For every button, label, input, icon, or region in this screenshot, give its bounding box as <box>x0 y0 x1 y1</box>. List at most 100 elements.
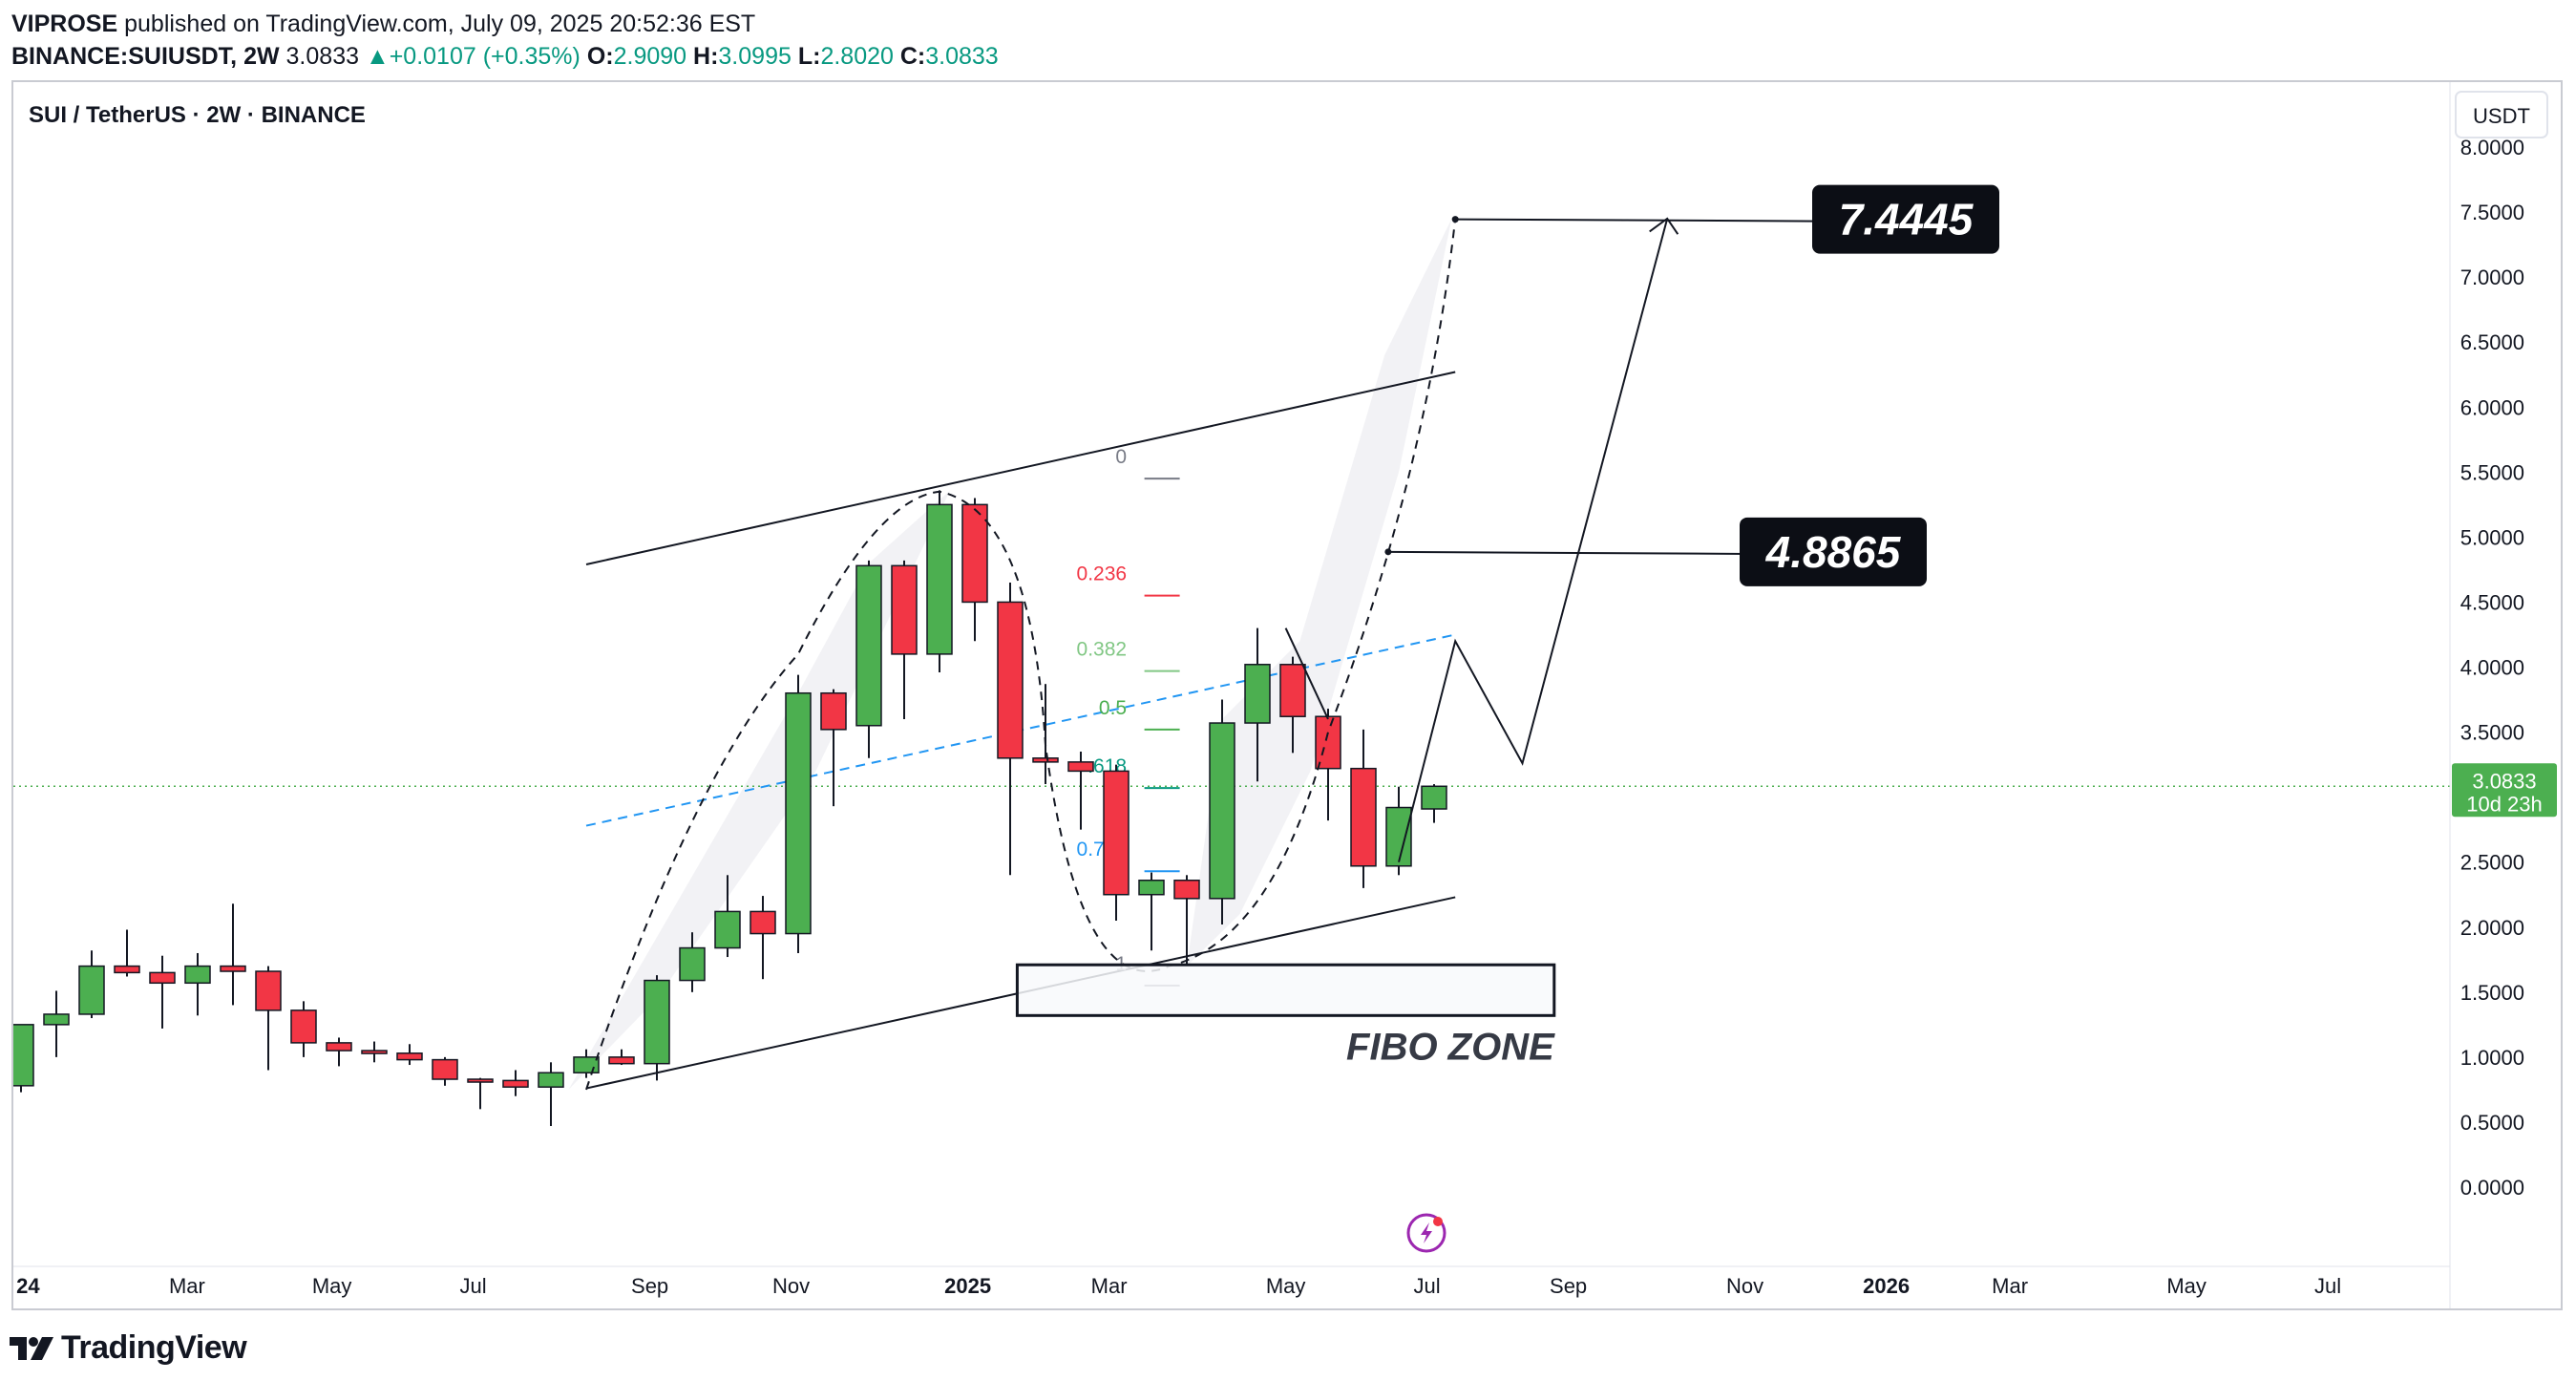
target-label: 7.4445 <box>1812 184 1999 254</box>
candle <box>184 952 211 1016</box>
candle <box>432 1056 458 1086</box>
target-label-text: 7.4445 <box>1839 195 1974 244</box>
candle <box>820 689 847 807</box>
currency-button[interactable]: USDT <box>2455 91 2548 138</box>
candle-body <box>1279 664 1306 717</box>
published-text: published on TradingView.com, July 09, 2… <box>124 11 756 37</box>
candle-body <box>820 691 847 731</box>
candle-body <box>961 503 988 604</box>
time-axis[interactable]: 24 Mar May Jul Sep Nov 2025 Mar May Jul Sep Nov 2026… <box>13 1265 2450 1298</box>
fib-level-label: 0.236 <box>1077 563 1128 585</box>
time-tick-label: Mar <box>169 1274 205 1298</box>
fib-level-label: 0 <box>1115 446 1127 468</box>
candle <box>13 1024 34 1093</box>
candle-body <box>573 1056 600 1073</box>
change-value: +0.0107 (+0.35%) <box>389 43 581 70</box>
candle <box>714 875 741 958</box>
candle <box>644 975 670 1081</box>
candle-body <box>184 965 211 985</box>
time-tick-label: May <box>312 1274 352 1298</box>
target-label-text: 4.8865 <box>1765 527 1902 577</box>
candle-body <box>149 971 176 985</box>
candle <box>750 896 776 980</box>
fib-level-label: 0.5 <box>1099 697 1127 719</box>
publisher-name[interactable]: VIPROSE <box>11 11 118 37</box>
candle-body <box>891 564 918 655</box>
low-label: L: <box>797 43 821 70</box>
open-label: O: <box>586 43 614 70</box>
candle-body <box>997 601 1024 759</box>
candle-body <box>785 691 812 935</box>
candle <box>78 950 105 1019</box>
high-label: H: <box>693 43 719 70</box>
time-tick-label: Jul <box>460 1274 487 1298</box>
fib-level-label: 0.382 <box>1077 639 1128 661</box>
candle-body <box>361 1050 388 1054</box>
candle <box>855 560 882 758</box>
drawings-layer <box>585 216 1824 1091</box>
candle-body <box>644 979 670 1065</box>
candle-body <box>855 564 882 727</box>
candle <box>220 903 246 1006</box>
candle <box>361 1041 388 1063</box>
time-tick-label: Mar <box>1091 1274 1128 1298</box>
target-label: 4.8865 <box>1740 517 1927 586</box>
price-tick-label: 4.5000 <box>2460 590 2524 614</box>
candle <box>43 990 70 1057</box>
candle <box>1385 786 1412 876</box>
candle-body <box>1209 722 1235 900</box>
candle <box>997 583 1024 876</box>
candle-body <box>255 970 282 1011</box>
price-tick-label: 6.0000 <box>2460 395 2524 419</box>
time-tick-label: Nov <box>1726 1274 1763 1298</box>
target-line-high <box>1455 218 1824 223</box>
candle <box>608 1049 635 1066</box>
target-labels: 7.4445 4.8865 <box>1740 184 1999 586</box>
fibo-zone: FIBO ZONE <box>1015 963 1556 1068</box>
publish-line: VIPROSE published on TradingView.com, Ju… <box>11 8 2570 40</box>
time-tick-label: May <box>1266 1274 1306 1298</box>
candle-body <box>1315 715 1341 770</box>
candle-body <box>13 1024 34 1087</box>
shade-xa <box>568 490 951 1090</box>
lightning-icon[interactable] <box>1406 1213 1446 1253</box>
candle <box>326 1037 352 1067</box>
candle <box>926 490 953 672</box>
candle-body <box>750 910 776 935</box>
candle-body <box>220 965 246 972</box>
candle <box>1315 709 1341 821</box>
price-tick-label: 5.0000 <box>2460 525 2524 549</box>
target-point-high <box>1451 216 1459 223</box>
candle <box>538 1062 564 1127</box>
price-axis[interactable]: 8.0000 7.5000 7.0000 6.5000 6.0000 5.5000 5.00… <box>2449 82 2557 1308</box>
bar-countdown: 10d 23h <box>2466 792 2543 816</box>
target-point-mid <box>1384 548 1392 556</box>
time-tick-label: Jul <box>2314 1274 2341 1298</box>
bear-leg-line <box>1284 627 1329 720</box>
candle-body <box>396 1052 423 1061</box>
price-tick-label: 6.5000 <box>2460 330 2524 354</box>
candle-body <box>679 946 706 982</box>
time-tick-label: Sep <box>631 1274 668 1298</box>
candle <box>467 1077 494 1110</box>
candle <box>1421 784 1447 823</box>
open-value: 2.9090 <box>613 43 687 70</box>
price-tick-label: 3.5000 <box>2460 721 2524 745</box>
harmonic-curve <box>585 218 1457 1091</box>
legend-title[interactable]: SUI / TetherUS · 2W · BINANCE <box>29 102 366 128</box>
time-tick-label: 2026 <box>1863 1274 1910 1298</box>
candle-body <box>1173 879 1200 900</box>
candle <box>114 929 140 977</box>
target-label-bg <box>1740 517 1927 586</box>
close-label: C: <box>899 43 926 70</box>
candle-body <box>1350 767 1377 867</box>
close-value: 3.0833 <box>925 43 999 70</box>
candle <box>502 1070 529 1096</box>
price-tick-label: 5.5000 <box>2460 460 2524 484</box>
tradingview-logo[interactable]: TradingView <box>8 1324 247 1371</box>
time-tick-label: May <box>2166 1274 2206 1298</box>
upper-channel-line <box>585 371 1456 565</box>
